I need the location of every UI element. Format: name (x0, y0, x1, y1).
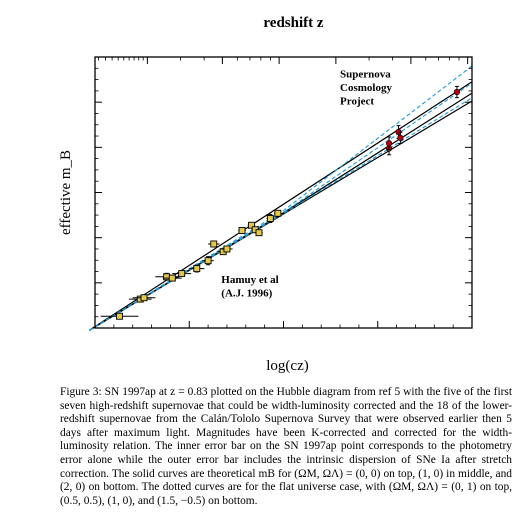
marker (168, 274, 176, 282)
marker (210, 240, 218, 248)
low-z-point-10 (221, 245, 233, 253)
marker (274, 209, 282, 217)
model-curve-5 (89, 97, 473, 331)
figure-caption: Figure 3: SN 1997ap at z = 0.83 plotted … (60, 386, 512, 507)
low-z-point-8 (208, 240, 220, 248)
marker (453, 88, 461, 96)
low-z-point-2 (132, 294, 156, 302)
marker (385, 140, 393, 147)
annotation-line: Cosmology (340, 82, 392, 94)
low-z-point-14 (255, 229, 263, 237)
annotations: Supernova Cosmology Project Hamuy et al (A.J… (221, 68, 392, 299)
model-curve-3 (89, 65, 473, 331)
annotation-0: Supernova Cosmology Project (340, 68, 392, 107)
marker (255, 229, 263, 237)
annotation-line: Supernova (340, 68, 391, 80)
annotation-line: (A.J. 1996) (221, 287, 272, 299)
model-curve-0 (88, 81, 473, 331)
high-z-point-1 (385, 136, 393, 151)
marker (248, 221, 255, 229)
low-z-point-16 (274, 209, 282, 217)
low-z-point-5 (172, 270, 192, 278)
marker (223, 245, 231, 253)
low-z-point-4 (162, 274, 182, 282)
low-z-point-6 (189, 264, 205, 273)
low-z-point-11 (238, 226, 246, 234)
marker (238, 226, 246, 234)
plot-frame (94, 56, 473, 329)
hubble-diagram-chart: redshift z log(cz) effective m_B Superno… (58, 15, 473, 374)
marker (266, 215, 274, 222)
axes (94, 56, 473, 329)
model-curves (88, 65, 473, 331)
marker (163, 273, 171, 281)
low-z-point-7 (202, 256, 214, 266)
data-points (100, 85, 461, 320)
x-axis-title: log(cz) (266, 358, 308, 374)
top-axis-title: redshift z (263, 15, 323, 31)
high-z-point-3 (397, 131, 404, 144)
marker (397, 134, 404, 141)
low-z-point-1 (128, 295, 152, 303)
marker (204, 257, 212, 265)
y-axis-title: effective m_B (58, 150, 74, 235)
annotation-line: Project (340, 95, 374, 107)
high-z-point-4 (453, 85, 461, 99)
marker (116, 312, 123, 320)
low-z-point-0 (100, 312, 139, 320)
model-curve-4 (89, 82, 473, 331)
marker (178, 270, 186, 278)
marker (140, 294, 148, 302)
annotation-line: Hamuy et al (221, 274, 278, 286)
marker (193, 265, 201, 273)
low-z-point-15 (266, 213, 275, 224)
annotation-1: Hamuy et al (A.J. 1996) (221, 274, 278, 300)
